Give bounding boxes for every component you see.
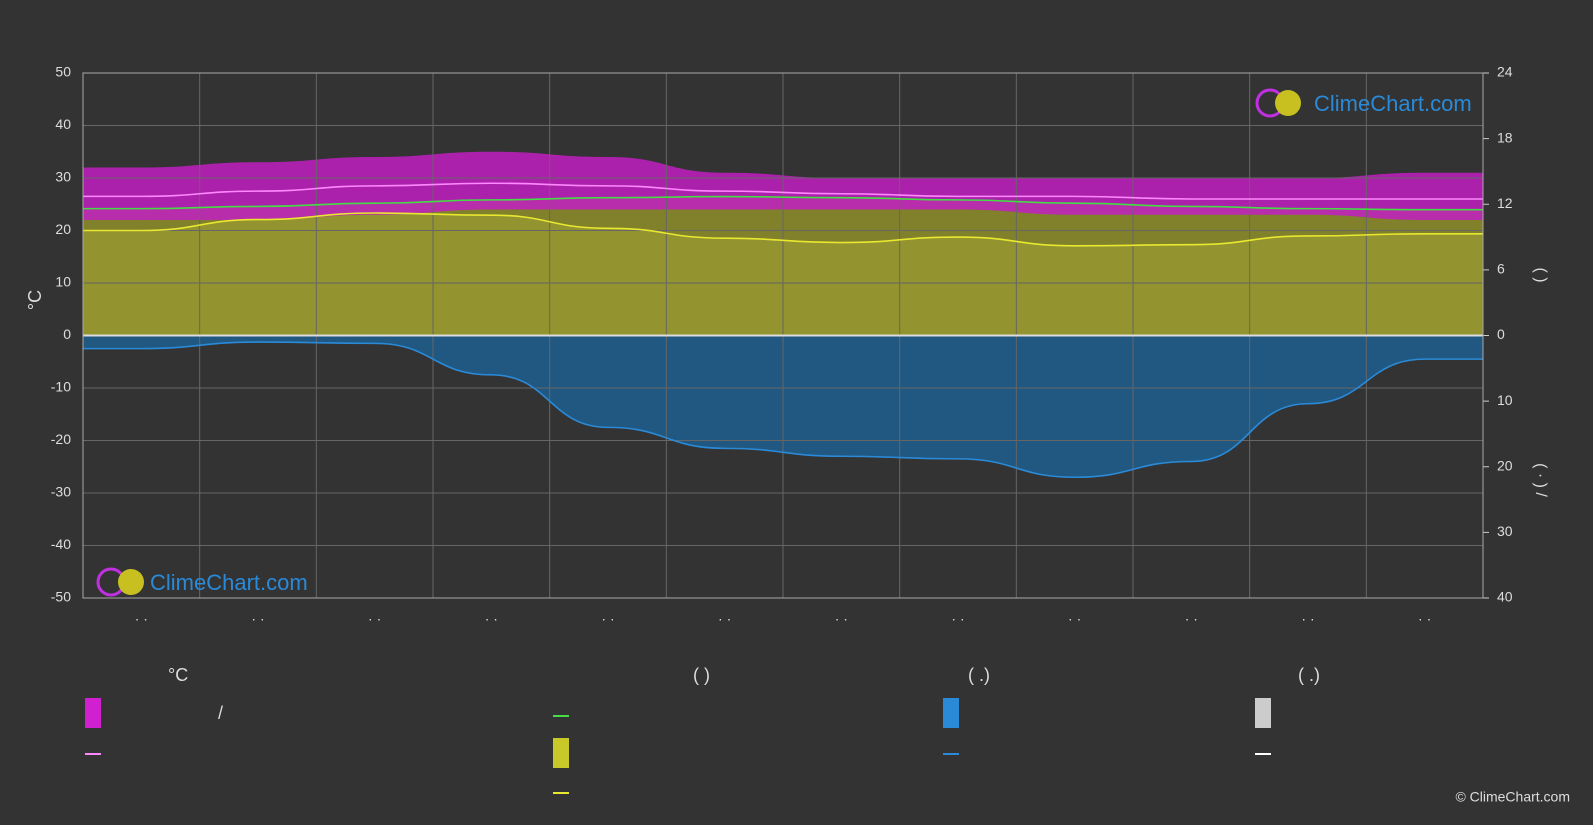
y-tick-label: 30 [55, 169, 71, 185]
x-tick-label: · · [135, 611, 148, 627]
legend-swatch [85, 698, 101, 728]
logo-top: ClimeChart.com [1255, 88, 1472, 118]
legend-text: / [218, 703, 223, 723]
legend-swatch [943, 698, 959, 728]
watermark: ClimeChart.com [1314, 91, 1472, 116]
legend-header: °C [168, 665, 188, 685]
y-tick-label: 50 [55, 64, 71, 80]
y2-tick-label: 18 [1497, 129, 1513, 145]
x-tick-label: · · [835, 611, 848, 627]
legend: °C ( ) ( .) ( .) / [85, 665, 1320, 794]
y-tick-label: 10 [55, 274, 71, 290]
y-tick-label: -10 [51, 379, 71, 395]
logo-bottom: ClimeChart.com [96, 567, 308, 597]
logo-sun [118, 569, 144, 595]
y-tick-label: -50 [51, 589, 71, 605]
y2-tick-label: 0 [1497, 326, 1505, 342]
y-tick-label: 20 [55, 221, 71, 237]
y3-tick-label: 20 [1497, 457, 1513, 473]
y3-tick-label: 30 [1497, 523, 1513, 539]
y3-axis-title: ( · ) / [1532, 463, 1549, 497]
series-line [83, 182, 1483, 200]
y-tick-label: 0 [63, 326, 71, 342]
y2-tick-label: 6 [1497, 261, 1505, 277]
x-tick-label: · · [951, 611, 964, 627]
y2-tick-label: 12 [1497, 195, 1513, 211]
x-tick-label: · · [485, 611, 498, 627]
y-tick-label: -30 [51, 484, 71, 500]
series-line [83, 195, 1483, 211]
x-tick-label: · · [1301, 611, 1314, 627]
y3-tick-label: 10 [1497, 392, 1513, 408]
series-line [83, 341, 1483, 479]
legend-header: ( .) [1298, 665, 1320, 685]
copyright: © ClimeChart.com [1455, 789, 1570, 805]
x-tick-label: · · [368, 611, 381, 627]
logo-sun [1275, 90, 1301, 116]
watermark: ClimeChart.com [150, 570, 308, 595]
y-axis-title: °C [25, 290, 45, 310]
y-tick-label: 40 [55, 116, 71, 132]
y2-axis-title: ( ) [1532, 267, 1549, 282]
y-tick-label: -40 [51, 536, 71, 552]
x-tick-label: · · [1185, 611, 1198, 627]
legend-swatch [1255, 698, 1271, 728]
x-tick-label: · · [251, 611, 264, 627]
x-tick-label: · · [601, 611, 614, 627]
y-tick-label: -20 [51, 431, 71, 447]
legend-swatch [553, 738, 569, 768]
x-tick-label: · · [1068, 611, 1081, 627]
x-tick-label: · · [718, 611, 731, 627]
y3-tick-label: 40 [1497, 589, 1513, 605]
plot-frame [82, 72, 1484, 599]
x-tick-label: · · [1418, 611, 1431, 627]
legend-header: ( ) [693, 665, 710, 685]
series-line [83, 212, 1483, 247]
y2-tick-label: 24 [1497, 64, 1513, 80]
legend-header: ( .) [968, 665, 990, 685]
